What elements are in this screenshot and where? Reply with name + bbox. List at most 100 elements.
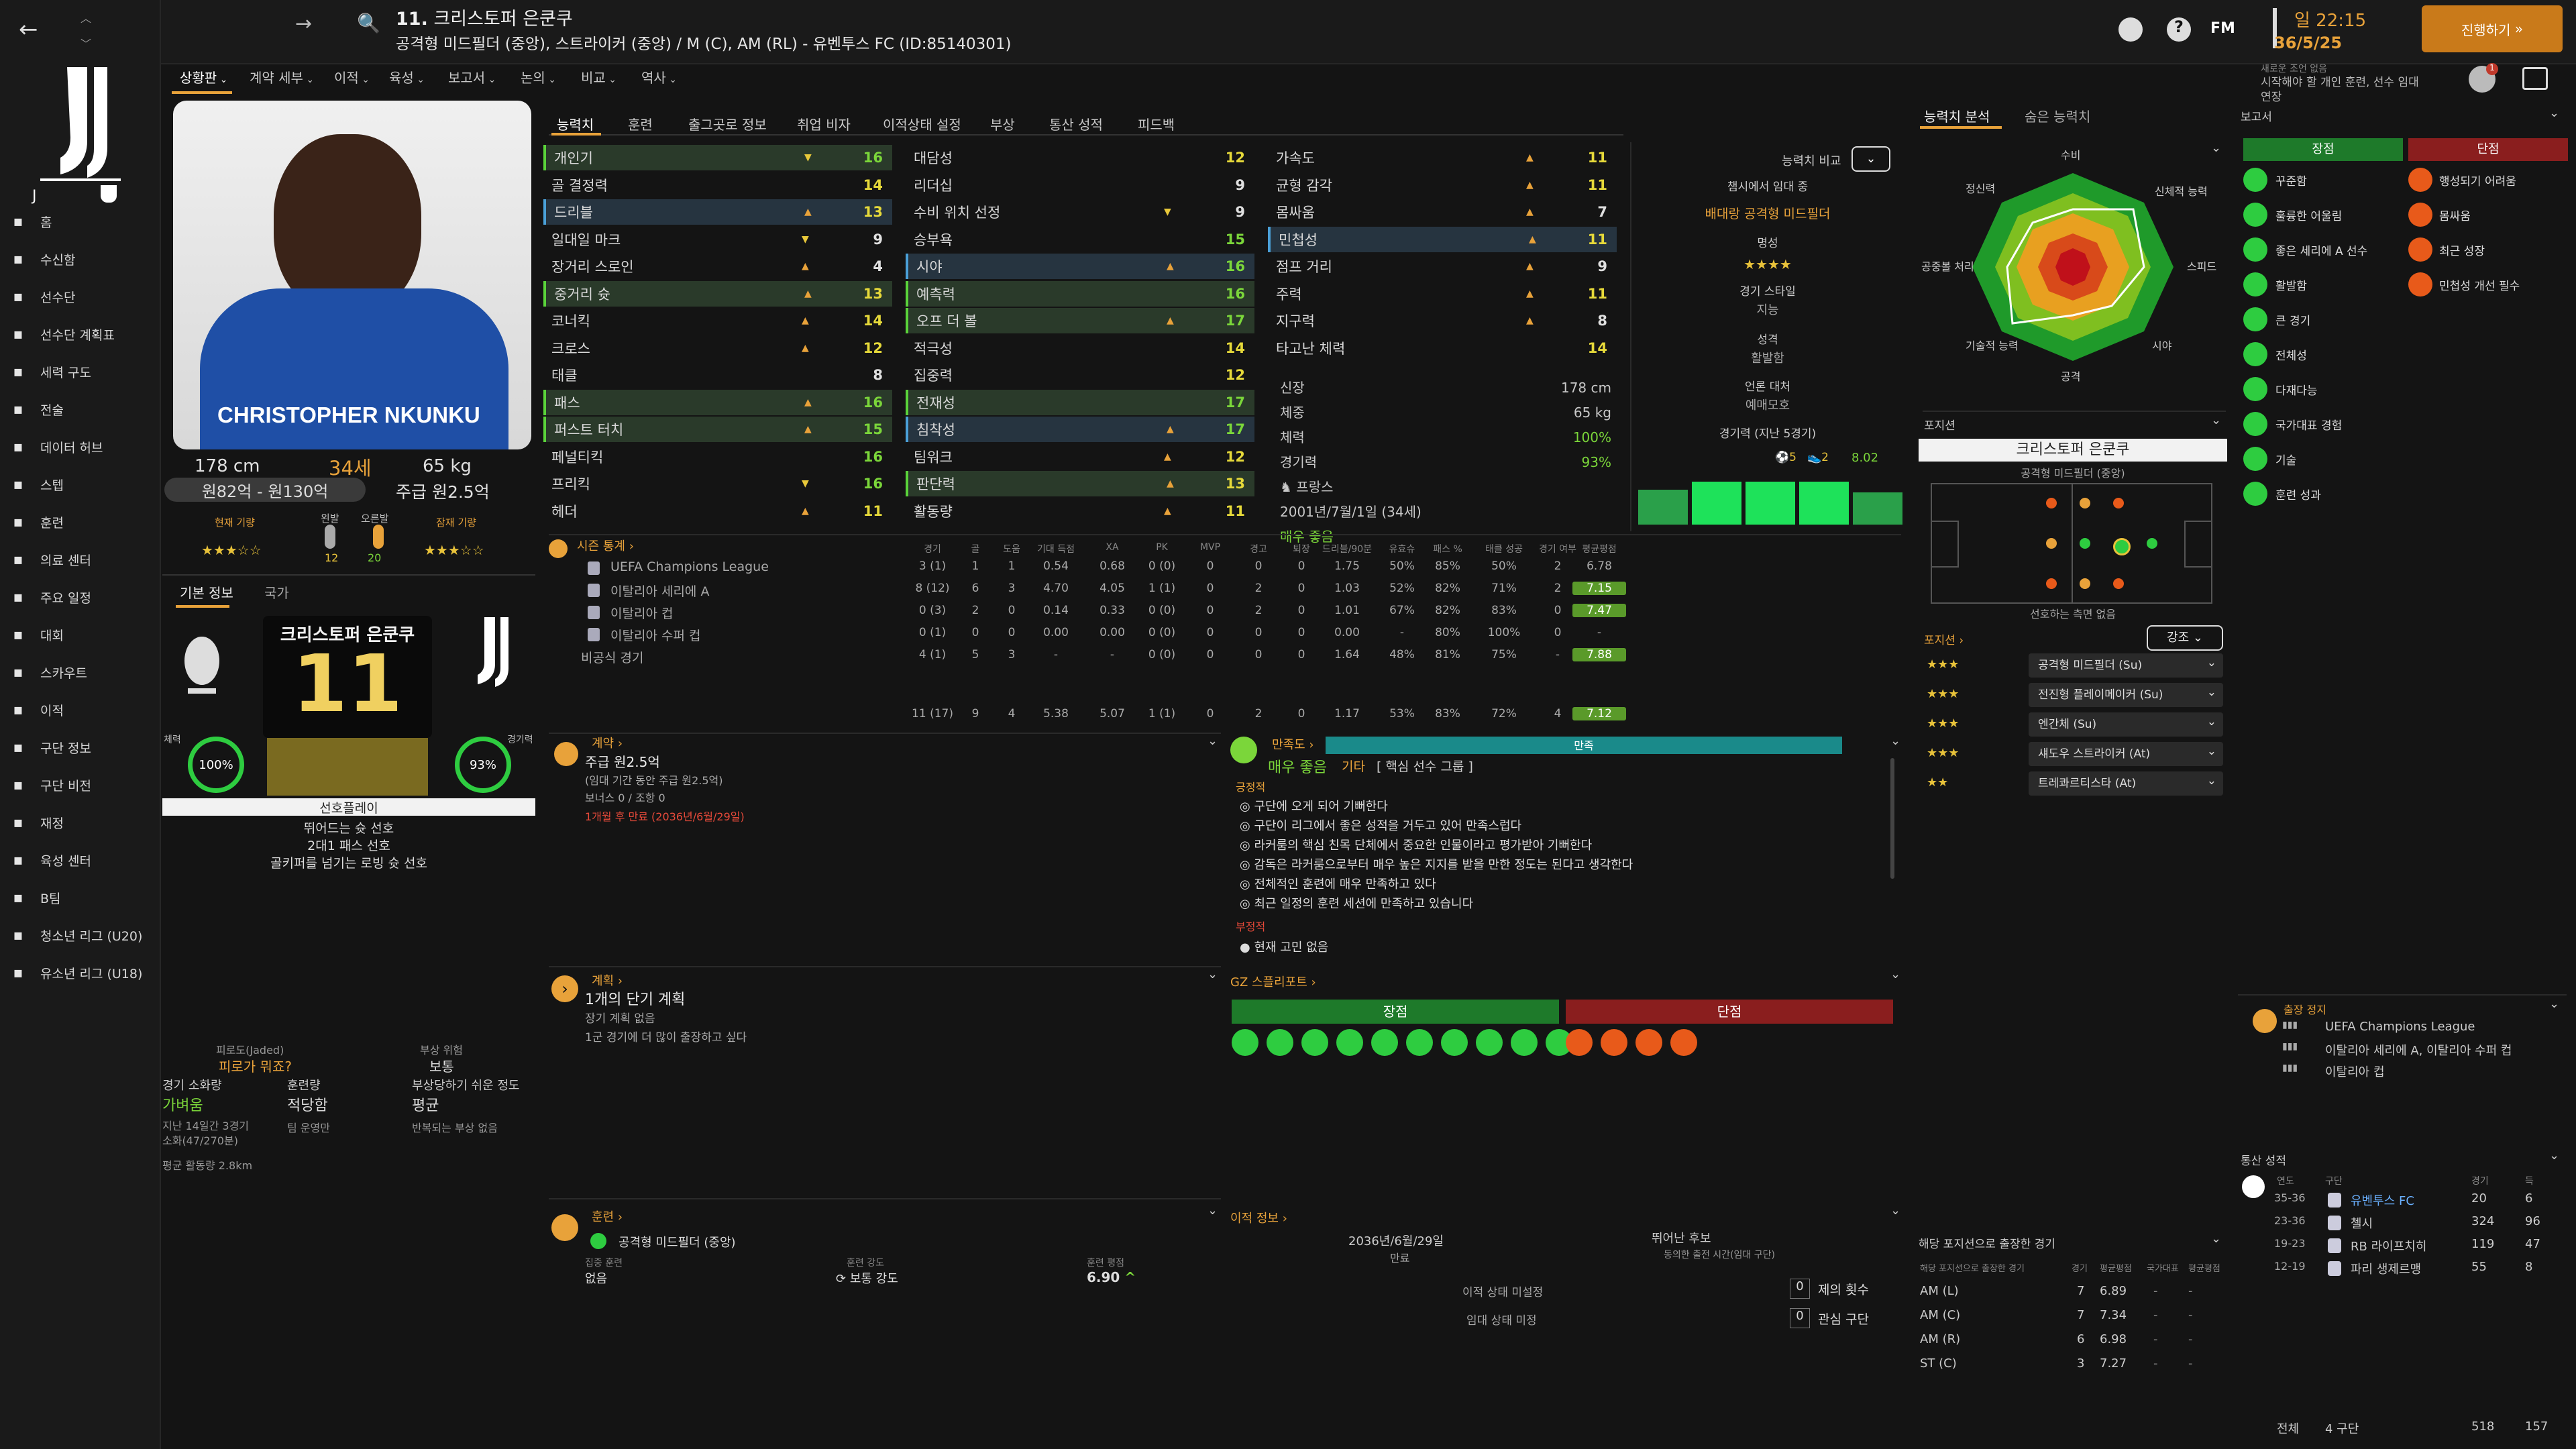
position-collapse-icon[interactable]: ⌄ (2211, 413, 2222, 427)
weakness-item[interactable]: 최근 성장 (2439, 245, 2485, 258)
tab-4[interactable]: 이적상태 설정 (883, 117, 961, 133)
subnav-item-1[interactable]: 계약 세부 ⌄ (250, 70, 315, 86)
subnav-item-4[interactable]: 보고서 ⌄ (448, 70, 496, 86)
help-icon[interactable]: ? (2167, 17, 2191, 42)
transfer-title[interactable]: 이적 정보 › (1230, 1212, 1287, 1226)
season-comp[interactable]: 이탈리아 수퍼 컵 (610, 629, 701, 643)
window-icon[interactable] (2522, 67, 2548, 90)
attribute-row[interactable]: 수비 위치 선정 ▼ 9 (906, 199, 1254, 225)
sidebar-item-12[interactable]: ▪ 스카우트 (0, 655, 161, 689)
role-dropdown[interactable]: 공격형 미드필더 (Su) ⌄ (2029, 653, 2223, 678)
sidebar-item-8[interactable]: ▪ 훈련 (0, 505, 161, 539)
attribute-row[interactable]: 적극성 14 (906, 335, 1254, 361)
attribute-row[interactable]: 민첩성 ▲ 11 (1268, 226, 1617, 252)
strength-item[interactable]: 다재다능 (2275, 384, 2318, 398)
sidebar-item-3[interactable]: ▪ 선수단 계획표 (0, 317, 161, 351)
attribute-row[interactable]: 지구력 ▲ 8 (1268, 308, 1617, 333)
attribute-row[interactable]: 예측력 16 (906, 280, 1254, 307)
skull-icon[interactable] (2118, 17, 2143, 42)
happiness-collapse-icon[interactable]: ⌄ (1890, 734, 1901, 748)
subnav-item-3[interactable]: 육성 ⌄ (389, 70, 425, 86)
attribute-row[interactable]: 패스 ▲ 16 (543, 389, 892, 415)
role-dropdown[interactable]: 엔간체 (Su) ⌄ (2029, 712, 2223, 737)
career-club[interactable]: RB 라이프치히 (2351, 1240, 2427, 1254)
sidebar-item-11[interactable]: ▪ 대회 (0, 618, 161, 651)
fm-logo[interactable]: FM (2210, 20, 2235, 37)
strength-item[interactable]: 좋은 세리에 A 선수 (2275, 245, 2368, 258)
gz-title[interactable]: GZ 스플리포트 › (1230, 975, 1316, 989)
sidebar-item-1[interactable]: ▪ 수신함 (0, 242, 161, 276)
career-club[interactable]: 첼시 (2351, 1217, 2373, 1231)
tab-7[interactable]: 피드백 (1138, 117, 1175, 133)
attribute-row[interactable]: 몸싸움 ▲ 7 (1268, 199, 1617, 225)
attribute-row[interactable]: 팀워크 ▲ 12 (906, 444, 1254, 470)
subnav-item-6[interactable]: 비교 ⌄ (581, 70, 616, 86)
weakness-item[interactable]: 민첩성 개선 필수 (2439, 280, 2520, 293)
attribute-row[interactable]: 페널티킥 16 (543, 444, 892, 470)
strength-item[interactable]: 국가대표 경험 (2275, 419, 2343, 433)
sidebar-item-13[interactable]: ▪ 이적 (0, 693, 161, 727)
intensity-value[interactable]: ⟳ 보통 강도 (836, 1272, 898, 1286)
sidebar-item-20[interactable]: ▪ 유소년 리그 (U18) (0, 956, 161, 989)
season-comp[interactable]: 이탈리아 세리에 A (610, 584, 710, 599)
tab-0[interactable]: 능력치 (557, 117, 594, 133)
attribute-row[interactable]: 리더십 9 (906, 172, 1254, 198)
subnav-item-7[interactable]: 역사 ⌄ (641, 70, 677, 86)
career-collapse-icon[interactable]: ⌄ (2549, 1148, 2560, 1163)
gz-con-icon[interactable] (1635, 1029, 1662, 1056)
gz-pro-icon[interactable] (1441, 1029, 1468, 1056)
roles-highlight-button[interactable]: 강조 ⌄ (2147, 625, 2223, 651)
strength-item[interactable]: 훈련 성과 (2275, 489, 2321, 502)
subnav-item-2[interactable]: 이적 ⌄ (334, 70, 370, 86)
sidebar-item-4[interactable]: ▪ 세력 구도 (0, 355, 161, 388)
strength-item[interactable]: 꾸준함 (2275, 175, 2307, 189)
attribute-row[interactable]: 개인기 ▼ 16 (543, 145, 892, 170)
gz-pro-icon[interactable] (1406, 1029, 1433, 1056)
up-chevron-icon[interactable]: ︿ (80, 12, 92, 25)
transfer-collapse-icon[interactable]: ⌄ (1890, 1203, 1901, 1218)
attribute-row[interactable]: 타고난 체력 14 (1268, 335, 1617, 361)
sidebar-item-5[interactable]: ▪ 전술 (0, 392, 161, 426)
attribute-row[interactable]: 중거리 슛 ▲ 13 (543, 280, 892, 307)
training-collapse-icon[interactable]: ⌄ (1208, 1203, 1218, 1218)
gz-con-icon[interactable] (1670, 1029, 1697, 1056)
subnav-item-0[interactable]: 상황판 ⌄ (180, 70, 228, 86)
roles-title[interactable]: 포지션 › (1924, 634, 1964, 647)
attribute-row[interactable]: 활동량 ▲ 11 (906, 498, 1254, 524)
attribute-row[interactable]: 태클 8 (543, 362, 892, 388)
sidebar-item-14[interactable]: ▪ 구단 정보 (0, 731, 161, 764)
attribute-row[interactable]: 집중력 12 (906, 362, 1254, 388)
sidebar-item-16[interactable]: ▪ 재정 (0, 806, 161, 839)
attribute-row[interactable]: 일대일 마크 ▼ 9 (543, 227, 892, 252)
attribute-row[interactable]: 프리킥 ▼ 16 (543, 471, 892, 496)
tab-1[interactable]: 훈련 (628, 117, 653, 133)
tab-basic-info[interactable]: 기본 정보 (180, 585, 233, 601)
sidebar-item-7[interactable]: ▪ 스텝 (0, 468, 161, 501)
back-arrow-icon[interactable]: ← (19, 16, 38, 43)
role-dropdown[interactable]: 트레콰르티스타 (At) ⌄ (2029, 771, 2223, 796)
strength-item[interactable]: 기술 (2275, 454, 2297, 468)
attribute-row[interactable]: 시야 ▲ 16 (906, 254, 1254, 279)
gz-pro-icon[interactable] (1301, 1029, 1328, 1056)
happiness-scrollbar[interactable] (1890, 758, 1894, 879)
attribute-row[interactable]: 가속도 ▲ 11 (1268, 145, 1617, 170)
radar-collapse-icon[interactable]: ⌄ (2211, 141, 2222, 155)
subnav-item-5[interactable]: 논의 ⌄ (521, 70, 556, 86)
role-dropdown[interactable]: 섀도우 스트라이커 (At) ⌄ (2029, 742, 2223, 766)
plans-title[interactable]: 계획 › (592, 974, 623, 988)
attribute-row[interactable]: 판단력 ▲ 13 (906, 471, 1254, 496)
forward-arrow-icon[interactable]: → (295, 12, 313, 36)
contract-collapse-icon[interactable]: ⌄ (1208, 734, 1218, 748)
season-comp[interactable]: 비공식 경기 (581, 651, 644, 665)
sidebar-item-17[interactable]: ▪ 육성 센터 (0, 843, 161, 877)
plans-collapse-icon[interactable]: ⌄ (1208, 967, 1218, 981)
sidebar-item-10[interactable]: ▪ 주요 일정 (0, 580, 161, 614)
tab-nation[interactable]: 국가 (264, 585, 289, 601)
sidebar-item-0[interactable]: ▪ 홈 (0, 205, 161, 238)
sidebar-item-18[interactable]: ▪ B팀 (0, 881, 161, 914)
continue-button[interactable]: 진행하기 » (2422, 5, 2563, 52)
sidebar-item-6[interactable]: ▪ 데이터 허브 (0, 430, 161, 464)
attribute-row[interactable]: 크로스 ▲ 12 (543, 335, 892, 361)
compare-dropdown[interactable]: ⌄ (1851, 146, 1890, 172)
role-dropdown[interactable]: 전진형 플레이메이커 (Su) ⌄ (2029, 683, 2223, 707)
